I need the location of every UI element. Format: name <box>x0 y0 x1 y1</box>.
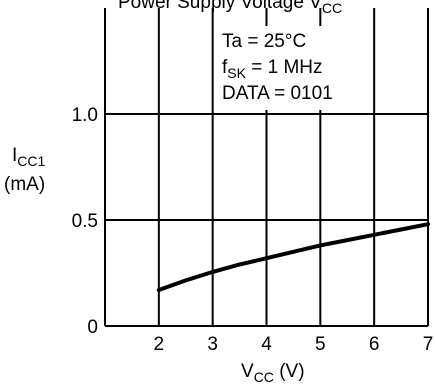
x-axis-label-sub: CC <box>254 369 274 385</box>
y-tick-label: 0 <box>87 317 98 338</box>
x-axis-label-unit: (V) <box>274 361 305 382</box>
y-axis-label-main: I <box>12 145 17 166</box>
y-ticks: 0 0.5 1.0 <box>72 105 98 338</box>
annotation-data: DATA = 0101 <box>222 83 333 104</box>
y-axis-unit: (mA) <box>4 174 45 195</box>
annotation-frequency-rest: = 1 MHz <box>246 57 323 78</box>
y-axis-label: ICC1 <box>12 145 46 169</box>
x-axis-label: VCC (V) <box>241 361 305 385</box>
x-ticks: 2 3 4 5 6 7 <box>154 334 434 355</box>
chart-title-text: Power Supply Voltage V <box>118 0 322 13</box>
x-axis-label-main: V <box>241 361 254 382</box>
y-tick-label: 1.0 <box>72 105 98 126</box>
x-tick-label: 5 <box>315 334 326 355</box>
annotation-frequency: fSK = 1 MHz <box>222 57 323 81</box>
chart-title-sub: CC <box>322 0 342 16</box>
y-tick-label: 0.5 <box>72 211 98 232</box>
chart-title: Power Supply Voltage VCC <box>118 0 342 16</box>
annotation-background <box>220 26 368 110</box>
x-tick-label: 7 <box>423 334 434 355</box>
annotation-temperature: Ta = 25°C <box>222 31 306 52</box>
x-tick-label: 4 <box>261 334 272 355</box>
annotation-frequency-sub: SK <box>227 65 246 81</box>
y-axis-label-sub: CC1 <box>17 153 45 169</box>
series-line <box>156 222 430 292</box>
annotation-frequency-main: f <box>222 57 228 78</box>
x-tick-label: 2 <box>154 334 165 355</box>
series-group <box>156 222 430 292</box>
x-tick-label: 6 <box>369 334 380 355</box>
x-tick-label: 3 <box>207 334 218 355</box>
